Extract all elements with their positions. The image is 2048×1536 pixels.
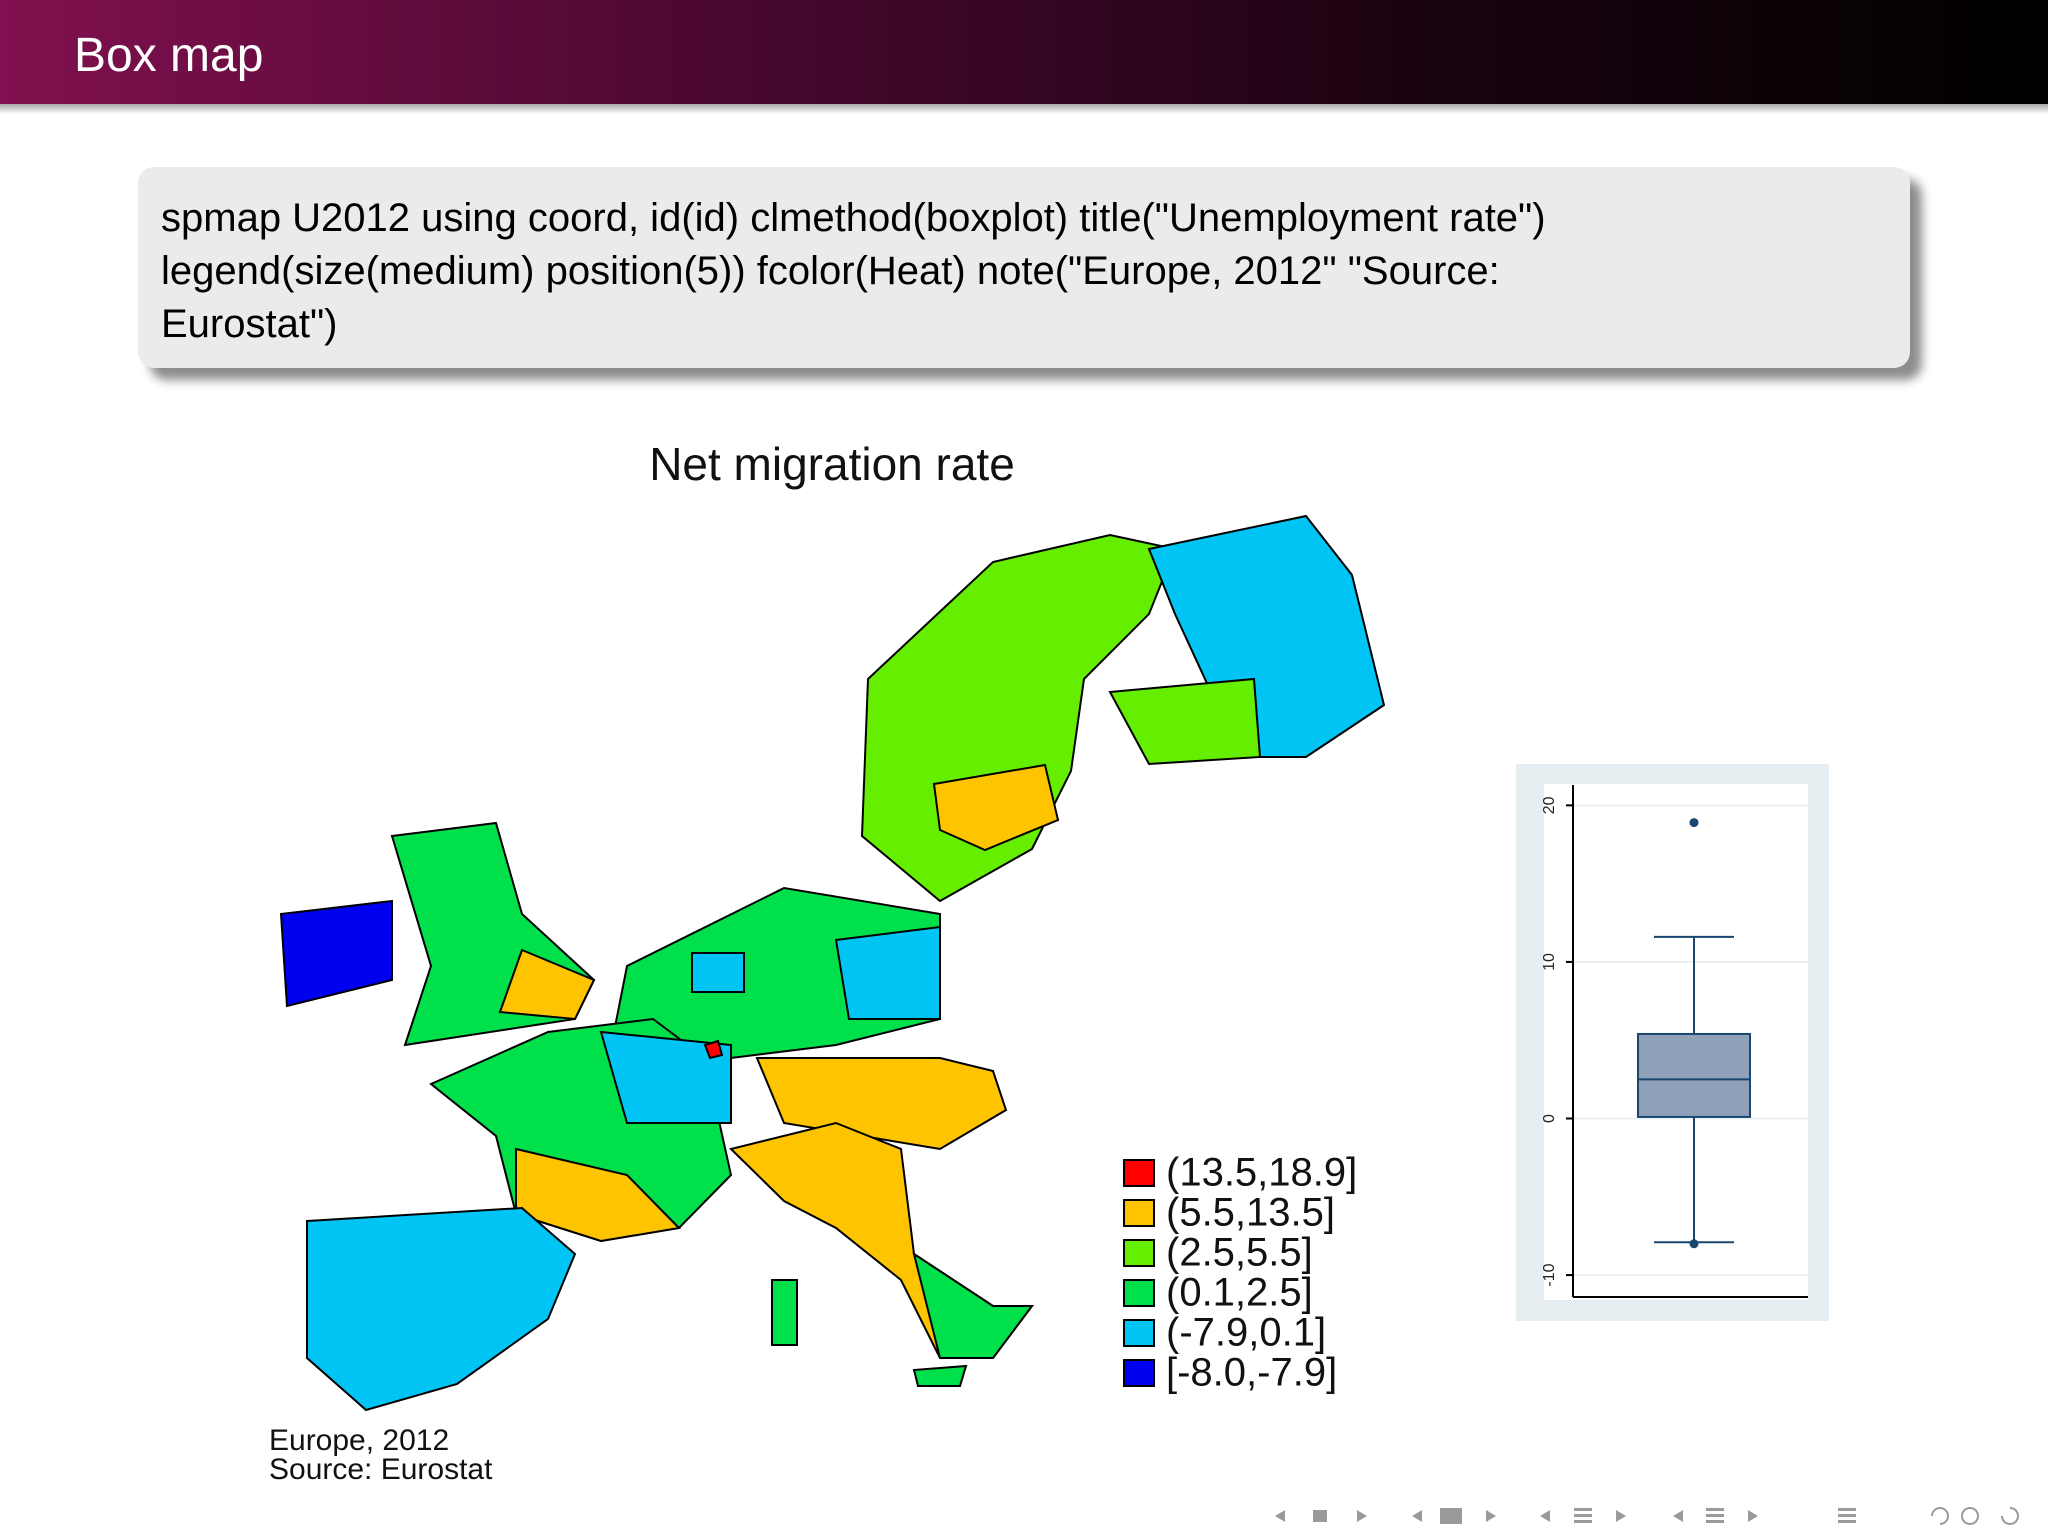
map-region — [599, 1030, 732, 1124]
map-region — [279, 899, 393, 1008]
outlier — [1689, 818, 1699, 828]
legend-swatch — [1123, 1199, 1155, 1227]
map-title: Net migration rate — [649, 438, 1015, 490]
y-tick-label: 0 — [1541, 1114, 1558, 1123]
header-bar — [0, 0, 2048, 104]
legend-label: [-8.0,-7.9] — [1166, 1351, 1337, 1395]
nav-icon — [1673, 1508, 1758, 1523]
nav-icon — [1275, 1510, 1367, 1522]
map-region — [703, 1039, 724, 1060]
box-plot: -10 0 10 20 — [1541, 796, 1808, 1287]
box — [1637, 1032, 1751, 1118]
map-note: Europe, 2012 — [269, 1424, 449, 1457]
nav-icons — [1275, 1507, 2019, 1525]
map-region — [691, 952, 745, 993]
map-region — [912, 1364, 968, 1387]
map-region — [498, 948, 596, 1021]
code-line: spmap U2012 using coord, id(id) clmethod… — [161, 196, 1546, 240]
map-region — [1147, 514, 1386, 758]
map — [279, 514, 1386, 1412]
legend-swatch — [1123, 1319, 1155, 1347]
map-region — [932, 763, 1060, 852]
legend: (13.5,18.9](5.5,13.5](2.5,5.5](0.1,2.5](… — [1123, 1151, 1357, 1395]
legend-swatch — [1123, 1239, 1155, 1267]
y-tick-label: 10 — [1541, 953, 1558, 971]
code-line: legend(size(medium) position(5)) fcolor(… — [161, 249, 1500, 293]
map-region — [834, 925, 941, 1020]
header-shadow — [0, 104, 2048, 114]
legend-label: (-7.9,0.1] — [1166, 1311, 1326, 1355]
map-region — [1108, 677, 1262, 766]
legend-swatch — [1123, 1279, 1155, 1307]
legend-label: (2.5,5.5] — [1166, 1231, 1313, 1275]
legend-label: (13.5,18.9] — [1166, 1151, 1357, 1195]
nav-icon — [1412, 1508, 1496, 1524]
slide-title: Box map — [74, 29, 264, 82]
map-region — [771, 1279, 798, 1346]
code-line: Eurostat") — [161, 302, 338, 346]
map-region — [306, 1206, 577, 1412]
y-tick-label: -10 — [1541, 1263, 1558, 1286]
legend-label: (0.1,2.5] — [1166, 1271, 1313, 1315]
legend-swatch — [1123, 1159, 1155, 1187]
y-tick-label: 20 — [1541, 796, 1558, 814]
nav-icon — [1838, 1508, 1856, 1523]
nav-icon — [1931, 1507, 2019, 1525]
nav-icon — [1540, 1508, 1626, 1523]
outlier — [1689, 1239, 1699, 1249]
legend-label: (5.5,13.5] — [1166, 1191, 1335, 1235]
legend-swatch — [1123, 1359, 1155, 1387]
map-note: Source: Eurostat — [269, 1453, 493, 1486]
code-block: spmap U2012 using coord, id(id) clmethod… — [138, 167, 1910, 368]
map-region — [912, 1251, 1034, 1359]
map-region — [515, 1147, 682, 1243]
